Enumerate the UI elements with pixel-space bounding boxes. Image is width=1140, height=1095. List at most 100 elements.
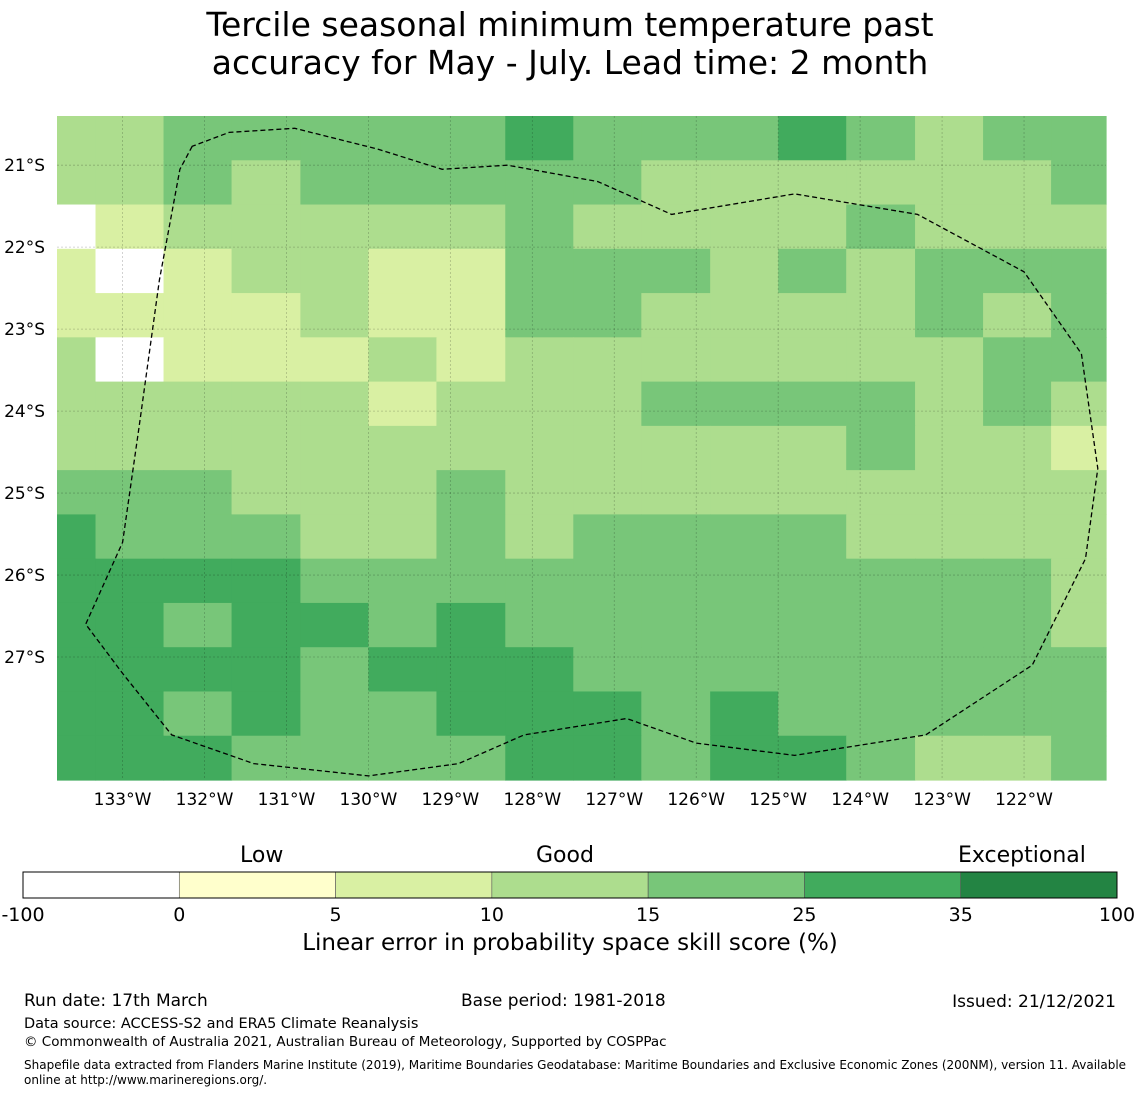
skill-cell	[505, 735, 574, 781]
skill-cell	[983, 735, 1052, 781]
skill-cell	[573, 204, 642, 250]
skill-cell	[436, 381, 506, 427]
latitude-label: 25°S	[4, 484, 45, 504]
run-date: Run date: 17th March	[24, 991, 208, 1011]
skill-cell	[846, 293, 916, 338]
skill-cell	[300, 514, 370, 560]
skill-cell	[1051, 470, 1107, 515]
skill-cell	[436, 470, 506, 515]
skill-cell	[641, 647, 711, 693]
skill-cell	[57, 514, 97, 560]
skill-cell	[505, 116, 574, 161]
skill-cell	[231, 337, 301, 383]
skill-cell	[231, 470, 301, 515]
skill-cell	[778, 470, 847, 515]
skill-cell	[710, 337, 779, 383]
skill-cell	[300, 647, 370, 693]
skill-cell	[505, 691, 574, 737]
skill-cell	[778, 514, 847, 560]
skill-cell	[778, 602, 847, 648]
skill-cell	[436, 558, 506, 604]
skill-cell	[710, 381, 779, 427]
skill-cell	[641, 602, 711, 648]
skill-cell	[915, 293, 984, 338]
skill-cell	[1051, 204, 1107, 250]
skill-cell	[915, 204, 984, 250]
skill-cell	[505, 381, 574, 427]
skill-cell	[983, 602, 1052, 648]
skill-cell	[57, 381, 97, 427]
skill-cell	[846, 381, 916, 427]
longitude-label: 123°W	[913, 790, 971, 810]
skill-cell	[983, 381, 1052, 427]
skill-cell	[231, 691, 301, 737]
skill-cell	[505, 470, 574, 515]
skill-cell	[57, 204, 97, 250]
colorbar-tick-label: 100	[1099, 904, 1135, 926]
skill-cell	[710, 647, 779, 693]
skill-cell	[983, 558, 1052, 604]
skill-cell	[710, 470, 779, 515]
skill-cell	[573, 248, 642, 294]
skill-cell	[300, 248, 370, 294]
colorbar-word-low: Low	[240, 843, 284, 868]
skill-cell	[778, 558, 847, 604]
longitude-label: 122°W	[995, 790, 1053, 810]
skill-cell	[778, 337, 847, 383]
skill-cell	[641, 381, 711, 427]
skill-cell	[915, 735, 984, 781]
colorbar-tick-label: 0	[173, 904, 185, 926]
skill-cell	[641, 337, 711, 383]
skill-cell	[573, 160, 642, 206]
skill-cell	[710, 160, 779, 206]
skill-cell	[163, 293, 233, 338]
data-source: Data source: ACCESS-S2 and ERA5 Climate …	[24, 1016, 419, 1032]
skill-cell	[300, 337, 370, 383]
skill-cell	[368, 293, 438, 338]
latitude-label: 23°S	[4, 320, 45, 340]
skill-cell	[1051, 381, 1107, 427]
skill-cell	[846, 691, 916, 737]
skill-cell	[573, 602, 642, 648]
skill-cell	[983, 116, 1052, 161]
skill-cell	[505, 602, 574, 648]
skill-cell	[846, 248, 916, 294]
skill-cell	[95, 160, 165, 206]
skill-cell	[1051, 160, 1107, 206]
colorbar-swatch	[178, 871, 336, 899]
skill-cell	[163, 425, 233, 471]
latitude-labels: 21°S 22°S 23°S 24°S 25°S 26°S 27°S	[4, 156, 45, 668]
latitude-label: 21°S	[4, 156, 45, 176]
skill-cell	[915, 248, 984, 294]
skill-cell	[505, 160, 574, 206]
skill-cell	[778, 248, 847, 294]
skill-cell	[163, 204, 233, 250]
skill-cell	[163, 381, 233, 427]
skill-map: 133°W 132°W 131°W 130°W 129°W 128°W 127°W 126°W…	[4, 116, 1107, 810]
skill-cell	[163, 337, 233, 383]
skill-cell	[57, 337, 97, 383]
skill-cell	[231, 204, 301, 250]
skill-cell	[368, 425, 438, 471]
skill-cell	[1051, 647, 1107, 693]
skill-cell	[641, 160, 711, 206]
skill-cell	[300, 602, 370, 648]
skill-cell	[436, 293, 506, 338]
skill-cell	[573, 558, 642, 604]
latitude-label: 22°S	[4, 238, 45, 258]
skill-cell	[163, 514, 233, 560]
skill-cell	[778, 381, 847, 427]
skill-cell	[710, 116, 779, 161]
skill-cell	[573, 647, 642, 693]
skill-cell	[641, 691, 711, 737]
skill-cell	[573, 691, 642, 737]
skill-cell	[231, 293, 301, 338]
skill-cell	[95, 602, 165, 648]
skill-cell	[163, 735, 233, 781]
skill-cell	[573, 116, 642, 161]
skill-cell	[368, 691, 438, 737]
skill-cell	[846, 735, 916, 781]
skill-cell	[300, 558, 370, 604]
skill-cell	[641, 735, 711, 781]
skill-cell	[57, 116, 97, 161]
